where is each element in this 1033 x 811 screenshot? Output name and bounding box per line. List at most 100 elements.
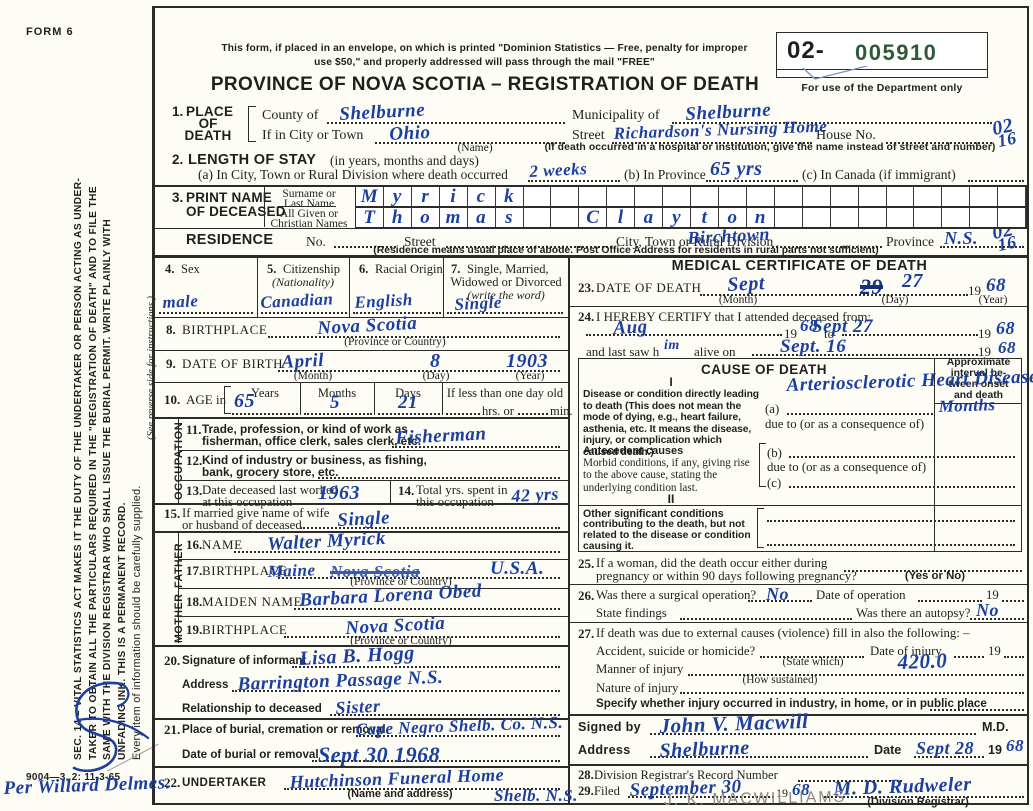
surname-cell[interactable]: M [356,186,384,207]
q16-line [234,551,560,553]
q19-line [284,636,560,638]
given-name-cell[interactable] [859,208,887,227]
q1-county-line [327,122,565,124]
surname-cell[interactable] [803,187,831,206]
q7-label-line2: Widowed or Divorced [450,275,562,289]
surname-cell[interactable] [691,187,719,206]
side-notice-panel: SEC. 14 – VITAL STATISTICS ACT MAKES IT … [0,0,159,811]
cause-due-to-2: due to (or as a consequence of) [767,460,927,474]
cause-c-label: (c) [767,476,782,490]
given-name-letter: s [505,207,514,228]
q18-number: 18. [186,594,203,609]
q9-year-sub: (Year) [515,370,545,382]
surname-cell[interactable]: k [496,186,524,207]
top-border [152,6,1029,8]
q17-sub: (Province or Country) [350,576,452,588]
given-name-letter: l [617,207,624,228]
q17-label: BIRTHPLACE [202,563,288,578]
q2-c-line [968,180,1024,182]
surname-cell[interactable]: r [412,186,440,207]
q23-number: 23. [578,280,595,295]
surname-cell[interactable] [887,187,915,206]
given-name-cell[interactable]: T [356,207,384,228]
surname-cell[interactable] [914,187,943,206]
surname-cell[interactable]: c [468,186,496,207]
surname-cell[interactable] [719,187,747,206]
surname-cell[interactable] [998,187,1027,206]
surname-cell[interactable] [635,187,664,206]
form-code: 9004—3, 2: 11-3-65 [26,772,121,783]
given-name-cell[interactable] [887,208,915,227]
q9-day-value: 8 [430,350,441,372]
q24-from-value: Aug [612,316,649,340]
q13-value: 1963 [318,482,360,504]
surname-cell[interactable] [579,187,608,206]
surname-cell[interactable] [859,187,887,206]
q8-top-rule [155,317,568,319]
surname-cell[interactable] [663,187,692,206]
given-name-cell[interactable]: h [384,207,412,228]
q1-street-label: Street [572,128,605,143]
given-name-cell[interactable]: y [663,207,692,228]
surname-cell[interactable] [524,187,552,206]
signed-value: John V. Macwill [659,708,809,739]
signed-address-label: Address [578,743,631,757]
surname-cell[interactable]: i [440,186,468,207]
given-name-cell[interactable]: C [579,207,608,228]
q1-municipality-line [672,122,992,124]
given-name-cell[interactable] [524,208,552,227]
surname-cell[interactable] [942,187,971,206]
surname-cell[interactable] [970,187,999,206]
surname-cell[interactable] [775,187,803,206]
given-name-cell[interactable] [970,208,999,227]
cause-b-line [789,456,1015,458]
q1-label-line1: PLACE [186,104,234,119]
surname-cell[interactable] [551,187,580,206]
q10-months-value: 5 [330,392,340,413]
q10-hrs-label: hrs. or [482,404,514,418]
given-name-cell[interactable] [998,208,1027,227]
department-box-caption: For use of the Department only [801,82,963,94]
q26-findings-label: State findings [596,606,667,620]
given-name-cell[interactable] [942,208,971,227]
mother-side-label: MOTHER [173,593,185,643]
q14-number: 14. [398,483,415,498]
q12-line [318,477,560,479]
q23-label: DATE OF DEATH [596,280,702,295]
q3-divider [264,187,266,227]
q2-b-value: 65 yrs [710,158,763,180]
page-title: PROVINCE OF NOVA SCOTIA – REGISTRATION O… [210,74,760,95]
signed-label: Signed by [578,720,641,734]
q2-b-line [706,180,798,182]
surname-cell[interactable]: y [384,186,412,207]
signed-date-label: Date [874,743,902,757]
q27-number: 27. [578,626,595,641]
q24-from-year-prefix: 19 [784,326,797,341]
given-name-cell[interactable]: a [635,207,664,228]
given-name-cell[interactable] [775,208,803,227]
surname-cell[interactable] [607,187,636,206]
given-name-cell[interactable] [831,208,859,227]
given-name-cell[interactable]: s [496,207,524,228]
margin-flourish-icon [72,681,150,773]
other-text: contributing to the death, but not relat… [583,519,751,553]
surname-cell[interactable] [747,187,775,206]
q27-accident-line [760,656,864,658]
given-name-cell[interactable]: o [719,207,747,228]
given-name-letter: y [672,207,682,228]
given-name-cell[interactable]: a [468,207,496,228]
q27-injury-year-line [1004,656,1024,658]
q12-label-line2: bank, grocery store, etc. [202,465,339,479]
given-name-cell[interactable] [551,208,580,227]
q24-to-label: to [824,326,835,341]
given-name-cell[interactable] [803,208,831,227]
given-name-cell[interactable]: n [747,207,775,228]
given-name-cell[interactable]: o [412,207,440,228]
given-name-cell[interactable]: t [691,207,719,228]
given-name-cell[interactable]: m [440,207,468,228]
given-name-cell[interactable] [914,208,943,227]
given-name-cell[interactable]: l [607,207,636,228]
surname-cell[interactable] [831,187,859,206]
